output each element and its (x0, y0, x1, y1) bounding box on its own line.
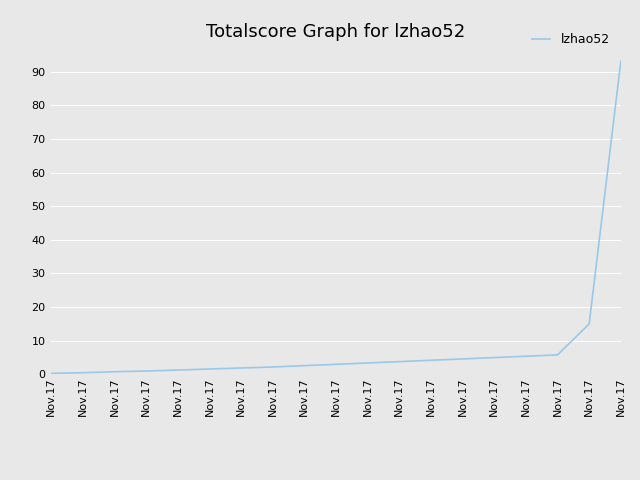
lzhao52 (364, 360, 371, 366)
lzhao52 (427, 358, 435, 363)
lzhao52 (205, 366, 213, 372)
lzhao52 (142, 368, 150, 374)
lzhao52 (174, 367, 182, 373)
lzhao52 (111, 369, 118, 374)
lzhao52 (586, 321, 593, 327)
lzhao52 (459, 356, 467, 362)
lzhao52 (396, 359, 403, 364)
lzhao52 (554, 352, 561, 358)
lzhao52 (269, 364, 276, 370)
Legend: lzhao52: lzhao52 (527, 28, 614, 51)
lzhao52 (79, 370, 86, 375)
lzhao52 (490, 355, 498, 360)
lzhao52 (522, 353, 530, 359)
Line: lzhao52: lzhao52 (51, 61, 621, 373)
lzhao52 (237, 365, 245, 371)
Title: Totalscore Graph for lzhao52: Totalscore Graph for lzhao52 (206, 23, 466, 41)
lzhao52 (301, 363, 308, 369)
lzhao52 (47, 371, 55, 376)
lzhao52 (617, 59, 625, 64)
lzhao52 (332, 361, 340, 367)
